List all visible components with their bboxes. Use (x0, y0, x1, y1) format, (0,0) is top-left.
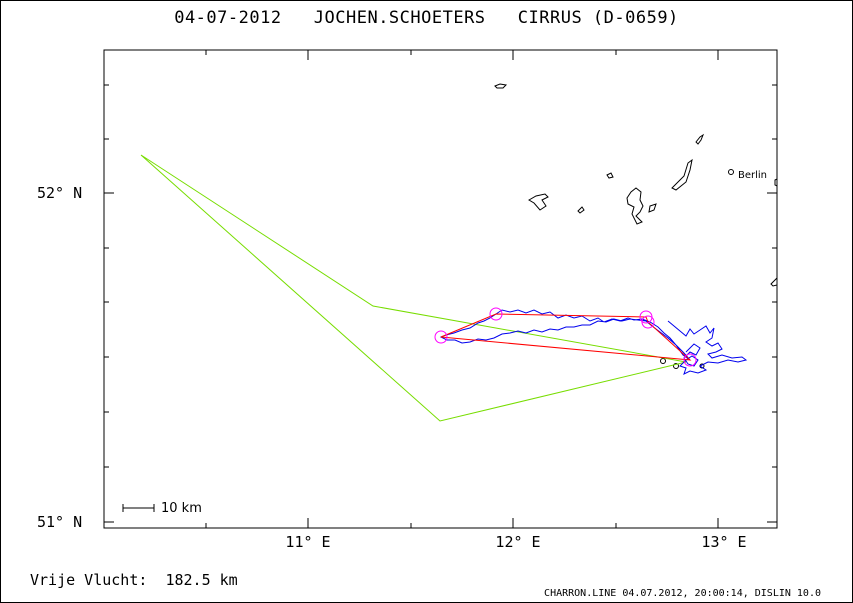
distance-value: 182.5 km (165, 571, 238, 589)
city-marker-berlin (728, 169, 734, 175)
city-label-berlin: Berlin (738, 170, 768, 181)
page-title: 04-07-2012 JOCHEN.SCHOETERS CIRRUS (D-06… (0, 8, 853, 28)
lon-label-12: 12° E (495, 533, 541, 551)
turnpoint-markers (434, 307, 697, 367)
lat-label-51: 51° N (37, 513, 83, 531)
lon-label-11: 11° E (285, 533, 331, 551)
lat-label-52: 52° N (37, 184, 83, 202)
distance-label: Vrije Vlucht: (30, 571, 148, 589)
flight-distance: Vrije Vlucht: 182.5 km (30, 571, 238, 589)
title-glider: CIRRUS (D-0659) (517, 8, 679, 28)
town-marker (660, 358, 666, 364)
map-frame (103, 49, 778, 529)
software-credit: CHARRON.LINE 04.07.2012, 20:00:14, DISLI… (544, 588, 821, 599)
town-marker (673, 363, 679, 369)
title-pilot: JOCHEN.SCHOETERS (313, 8, 486, 28)
scale-bar-label: 10 km (161, 501, 202, 516)
task-route-line (440, 313, 692, 361)
lat-ticks (104, 84, 777, 523)
lon-ticks (205, 50, 719, 528)
lake-outlines (494, 83, 778, 287)
lon-label-13: 13° E (701, 533, 747, 551)
scale-bar (122, 504, 155, 512)
declared-route-line (140, 154, 687, 422)
gps-track-thermals (667, 320, 748, 375)
title-date: 04-07-2012 (174, 8, 282, 28)
